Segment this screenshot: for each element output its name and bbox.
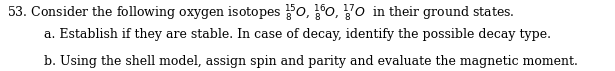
Text: a. Establish if they are stable. In case of decay, identify the possible decay t: a. Establish if they are stable. In case… bbox=[44, 28, 551, 41]
Text: 53. Consider the following oxygen isotopes $^{15}_{\,8}O$, $^{16}_{\,8}O$, $^{17: 53. Consider the following oxygen isotop… bbox=[7, 4, 515, 24]
Text: b. Using the shell model, assign spin and parity and evaluate the magnetic momen: b. Using the shell model, assign spin an… bbox=[44, 55, 578, 68]
